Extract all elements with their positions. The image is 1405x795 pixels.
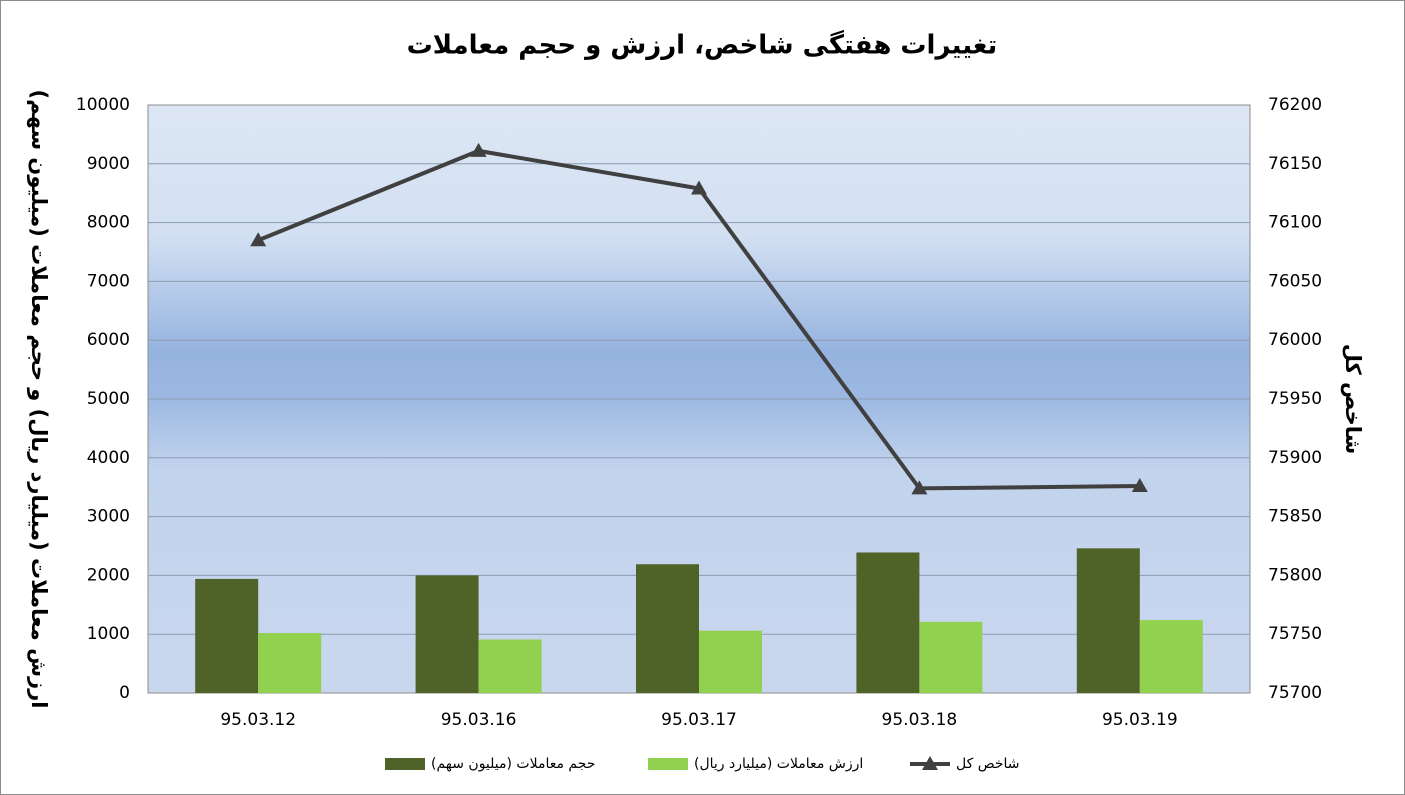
bar (919, 621, 983, 693)
y-tick-label: 2000 (87, 565, 130, 585)
y2-tick-label: 75800 (1268, 565, 1322, 585)
bar (415, 575, 479, 693)
legend-swatch (648, 758, 688, 770)
legend-label: شاخص کل (956, 756, 1020, 772)
legend-label: حجم معاملات (میلیون سهم) (431, 756, 595, 772)
y-tick-label: 7000 (87, 271, 130, 291)
line-marker (470, 142, 487, 157)
x-tick-label: 95.03.16 (441, 710, 517, 730)
y2-tick-label: 76150 (1268, 154, 1322, 174)
bar (1076, 548, 1140, 693)
bar (1139, 620, 1203, 693)
line-marker (911, 480, 928, 495)
x-tick-label: 95.03.19 (1102, 710, 1178, 730)
bar (636, 564, 699, 693)
bar (258, 633, 322, 693)
y2-tick-label: 75900 (1268, 448, 1322, 468)
y-tick-label: 0 (119, 683, 130, 703)
y-tick-label: 9000 (87, 154, 130, 174)
line-marker (1131, 478, 1148, 493)
y2-tick-label: 76100 (1268, 213, 1322, 233)
legend-swatch (922, 756, 938, 770)
y-tick-label: 5000 (87, 389, 130, 409)
y2-tick-label: 76000 (1268, 330, 1322, 350)
chart-title: تغییرات هفتگی شاخص، ارزش و حجم معاملات (407, 30, 998, 61)
y2-tick-label: 76050 (1268, 271, 1322, 291)
y-tick-label: 3000 (87, 507, 130, 527)
line-marker (691, 180, 707, 195)
legend-label: ارزش معاملات (میلیارد ریال) (694, 756, 863, 772)
y2-axis-title: شاخص کل (1341, 344, 1365, 455)
x-tick-label: 95.03.17 (661, 710, 737, 730)
y2-tick-label: 75750 (1268, 624, 1322, 644)
bar (699, 630, 762, 693)
bar (195, 578, 259, 693)
y-tick-label: 1000 (87, 624, 130, 644)
y2-tick-label: 76200 (1268, 95, 1322, 115)
x-tick-label: 95.03.12 (220, 710, 296, 730)
y2-tick-label: 75700 (1268, 683, 1322, 703)
y-tick-label: 10000 (76, 95, 130, 115)
legend-swatch (385, 758, 425, 770)
y-tick-label: 6000 (87, 330, 130, 350)
bar (856, 552, 920, 693)
y-tick-label: 4000 (87, 448, 130, 468)
bar (478, 639, 542, 693)
x-tick-label: 95.03.18 (882, 710, 958, 730)
y-axis-title: ارزش معاملات (میلیارد ریال) و حجم معاملا… (27, 90, 51, 709)
line-marker (250, 232, 267, 247)
y2-tick-label: 75850 (1268, 507, 1322, 527)
y2-tick-label: 75950 (1268, 389, 1322, 409)
y-tick-label: 8000 (87, 213, 130, 233)
